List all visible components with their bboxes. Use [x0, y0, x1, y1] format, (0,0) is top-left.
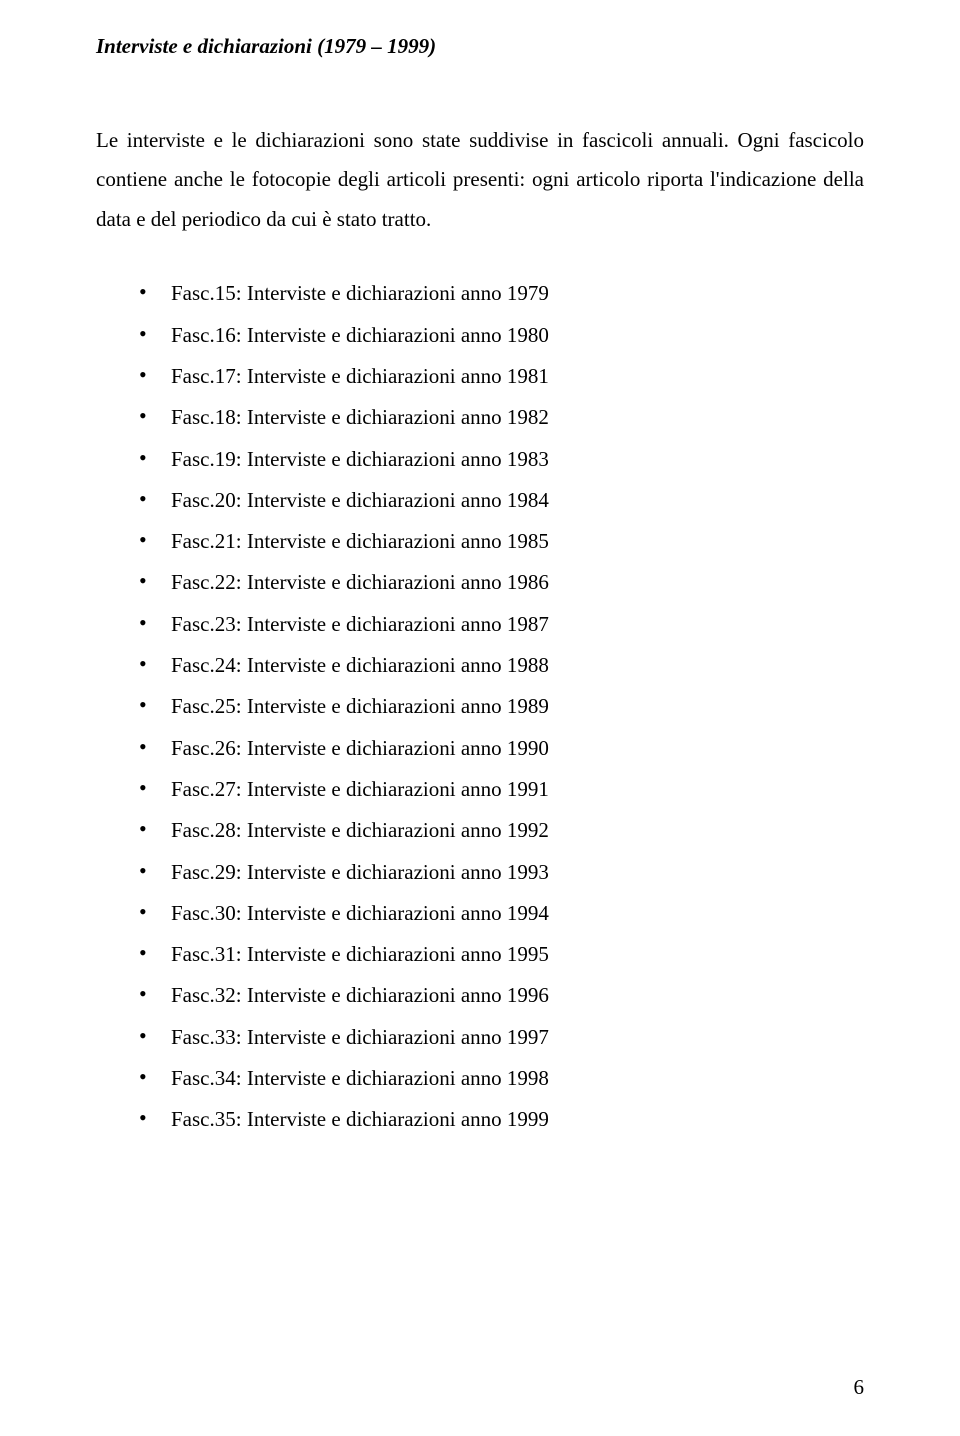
list-item: Fasc.22: Interviste e dichiarazioni anno… [139, 572, 864, 593]
list-item: Fasc.18: Interviste e dichiarazioni anno… [139, 407, 864, 428]
list-item: Fasc.23: Interviste e dichiarazioni anno… [139, 614, 864, 635]
list-item: Fasc.16: Interviste e dichiarazioni anno… [139, 325, 864, 346]
list-item: Fasc.26: Interviste e dichiarazioni anno… [139, 738, 864, 759]
fascicle-list: Fasc.15: Interviste e dichiarazioni anno… [96, 283, 864, 1130]
list-item: Fasc.35: Interviste e dichiarazioni anno… [139, 1109, 864, 1130]
document-page: Interviste e dichiarazioni (1979 – 1999)… [0, 0, 960, 1436]
list-item: Fasc.33: Interviste e dichiarazioni anno… [139, 1027, 864, 1048]
section-title: Interviste e dichiarazioni (1979 – 1999) [96, 34, 864, 59]
page-number: 6 [854, 1375, 865, 1400]
list-item: Fasc.17: Interviste e dichiarazioni anno… [139, 366, 864, 387]
list-item: Fasc.29: Interviste e dichiarazioni anno… [139, 862, 864, 883]
list-item: Fasc.15: Interviste e dichiarazioni anno… [139, 283, 864, 304]
list-item: Fasc.25: Interviste e dichiarazioni anno… [139, 696, 864, 717]
list-item: Fasc.19: Interviste e dichiarazioni anno… [139, 449, 864, 470]
list-item: Fasc.34: Interviste e dichiarazioni anno… [139, 1068, 864, 1089]
list-item: Fasc.24: Interviste e dichiarazioni anno… [139, 655, 864, 676]
list-item: Fasc.27: Interviste e dichiarazioni anno… [139, 779, 864, 800]
list-item: Fasc.20: Interviste e dichiarazioni anno… [139, 490, 864, 511]
list-item: Fasc.21: Interviste e dichiarazioni anno… [139, 531, 864, 552]
list-item: Fasc.28: Interviste e dichiarazioni anno… [139, 820, 864, 841]
list-item: Fasc.31: Interviste e dichiarazioni anno… [139, 944, 864, 965]
list-item: Fasc.30: Interviste e dichiarazioni anno… [139, 903, 864, 924]
intro-paragraph: Le interviste e le dichiarazioni sono st… [96, 121, 864, 239]
list-item: Fasc.32: Interviste e dichiarazioni anno… [139, 985, 864, 1006]
